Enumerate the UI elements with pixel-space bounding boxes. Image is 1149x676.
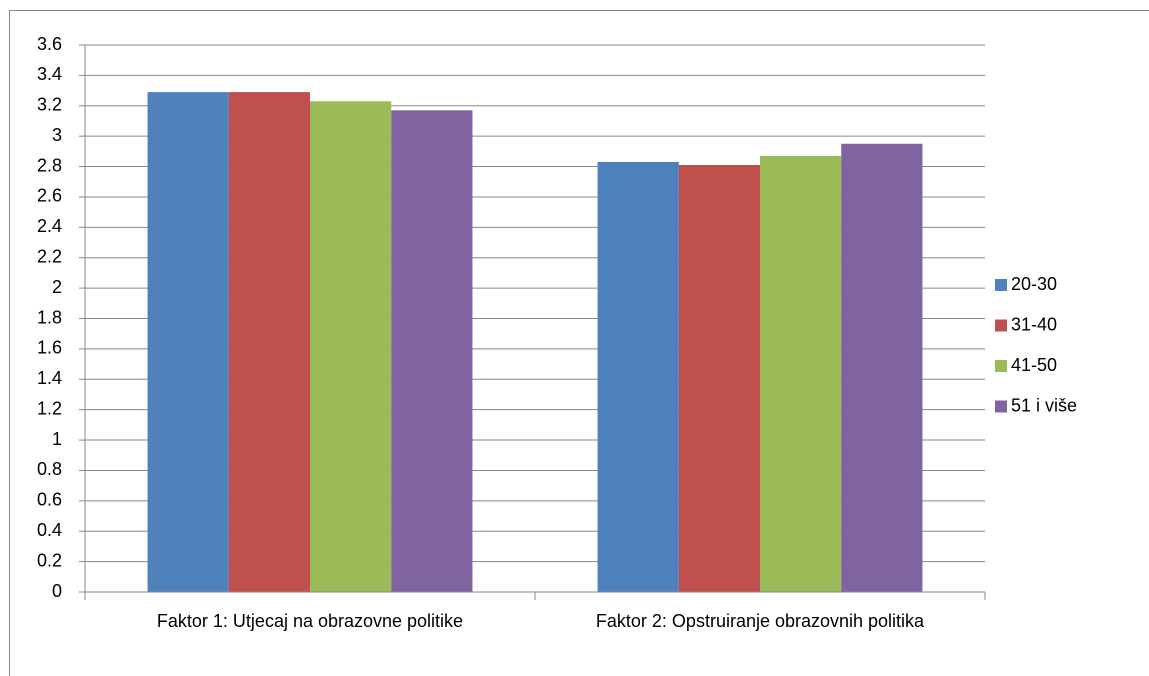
y-tick-label: 0.6 [37,490,62,510]
y-tick-label: 0.2 [37,550,62,570]
y-tick-label: 3.6 [37,34,62,54]
bar [841,143,923,592]
bar [597,161,679,592]
y-tick-label: 1.6 [37,338,62,358]
legend-swatch [995,360,1007,372]
legend-label: 31-40 [1011,314,1057,334]
bar [228,92,310,592]
y-tick-label: 0.4 [37,520,62,540]
bar [310,101,392,592]
y-tick-label: 2.6 [37,186,62,206]
y-tick-label: 1.8 [37,307,62,327]
y-tick-label: 3 [52,125,62,145]
legend-label: 41-50 [1011,355,1057,375]
y-tick-label: 2.2 [37,246,62,266]
y-tick-label: 2 [52,277,62,297]
x-tick-label: Faktor 1: Utjecaj na obrazovne politike [156,611,464,631]
legend-label: 51 i više [1011,395,1077,415]
y-tick-label: 3.4 [37,64,62,84]
legend-swatch [995,319,1007,332]
bar [391,110,473,592]
y-tick-label: 0 [52,581,62,601]
legend-swatch [995,400,1007,413]
bar [678,165,760,592]
chart-border [9,10,1149,676]
y-tick-label: 2.4 [37,216,62,236]
bar [760,155,842,593]
y-tick-label: 1 [52,429,62,449]
y-tick-label: 3.2 [37,95,62,115]
y-tick-label: 0.8 [37,459,62,479]
legend-swatch [995,279,1007,291]
legend-label: 20-30 [1011,274,1057,294]
y-tick-label: 2.8 [37,155,62,175]
y-tick-label: 1.4 [37,368,62,388]
y-tick-label: 1.2 [37,398,62,418]
x-tick-label: Faktor 2: Opstruiranje obrazovnih politi… [595,611,925,631]
bar [147,92,229,592]
